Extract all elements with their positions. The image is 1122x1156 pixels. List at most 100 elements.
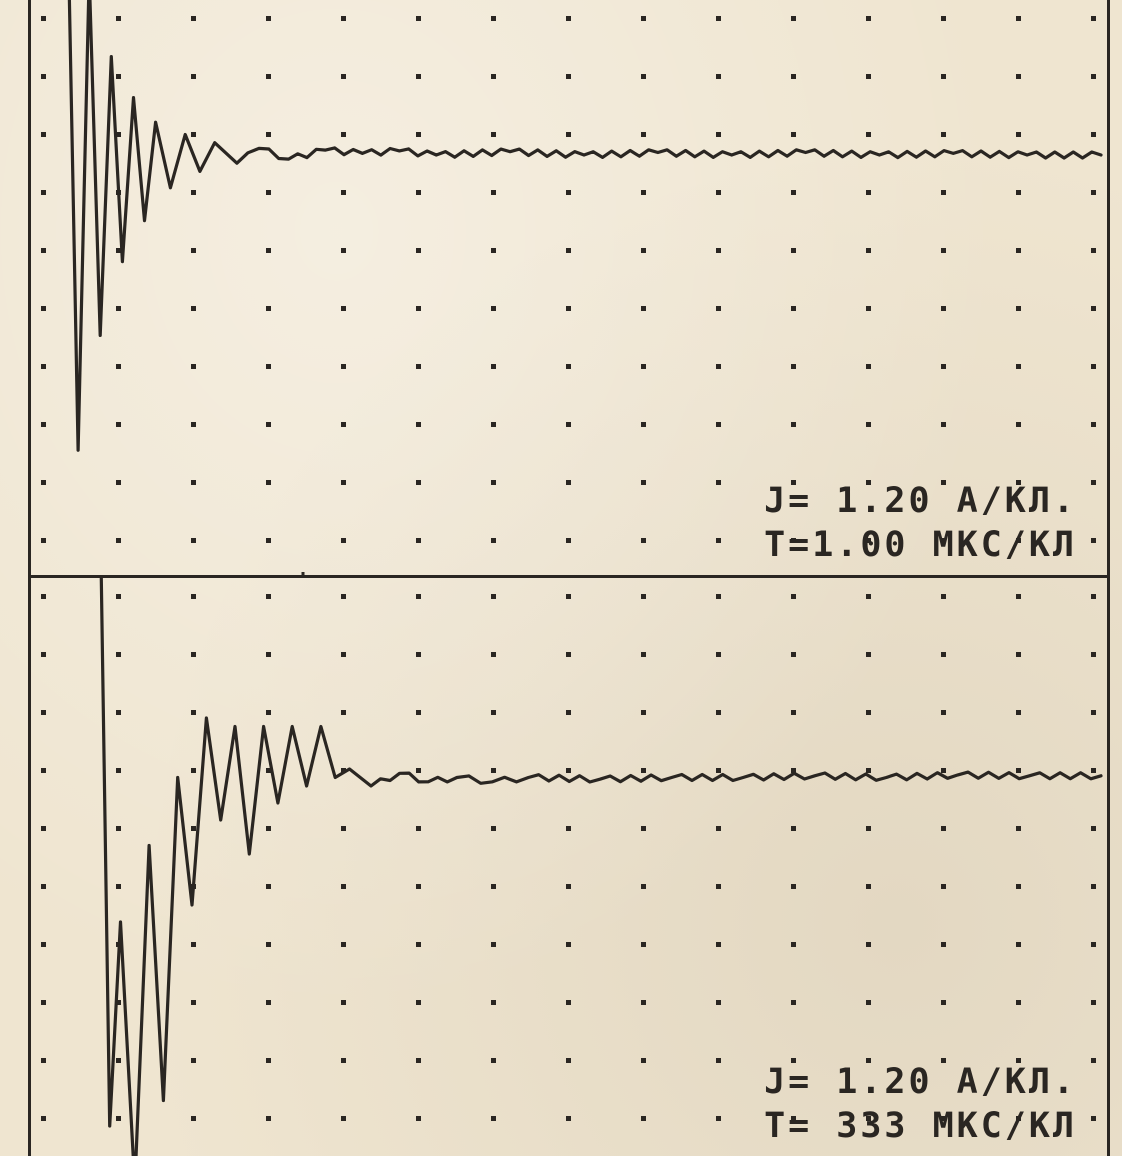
grid-dot [341,132,346,137]
grid-dot [941,826,946,831]
grid-dot [191,538,196,543]
grid-dot [1091,364,1096,369]
grid-dot [1016,1116,1021,1121]
grid-dot [1016,538,1021,543]
grid-dot [416,190,421,195]
grid-dot [116,768,121,773]
grid-dot [566,132,571,137]
grid-dot [641,306,646,311]
grid-dot [341,826,346,831]
grid-dot [491,538,496,543]
grid-dot [266,16,271,21]
oscillogram-panel-top: J= 1.20 А/КЛ. T=1.00 МКС/КЛ [28,0,1110,578]
grid-dot [191,1116,196,1121]
grid-dot [1091,306,1096,311]
grid-dot [341,16,346,21]
grid-dot [716,248,721,253]
grid-dot [1091,594,1096,599]
grid-dot [716,1000,721,1005]
grid-dot [116,652,121,657]
grid-dot [566,422,571,427]
grid-dot [1016,768,1021,773]
grid-dot [266,652,271,657]
grid-dot [566,480,571,485]
grid-dot [266,306,271,311]
grid-dot [866,16,871,21]
grid-dot [491,16,496,21]
grid-dot [1016,1000,1021,1005]
grid-dot [641,16,646,21]
grid-dot [116,826,121,831]
grid-dot [416,248,421,253]
readout-current-bottom: J= 1.20 А/КЛ. [764,1062,1077,1102]
grid-dot [566,16,571,21]
grid-dot [191,74,196,79]
grid-dot [491,364,496,369]
grid-dot [41,768,46,773]
grid-dot [191,422,196,427]
grid-dot [266,826,271,831]
grid-dot [116,1116,121,1121]
grid-dot [566,364,571,369]
grid-dot [341,190,346,195]
grid-dot [716,1116,721,1121]
grid-dot [866,538,871,543]
grid-dot [116,306,121,311]
grid-dot [1016,942,1021,947]
grid-dot [716,710,721,715]
grid-dot [1016,16,1021,21]
grid-dot [491,422,496,427]
grid-dot [1091,710,1096,715]
grid-dot [866,364,871,369]
grid-dot [791,538,796,543]
grid-dot [41,248,46,253]
grid-dot [1091,1058,1096,1063]
grid-dot [791,884,796,889]
grid-dot [791,422,796,427]
grid-dot [641,538,646,543]
grid-dot [566,942,571,947]
grid-dot [266,942,271,947]
grid-dot [791,1116,796,1121]
grid-dot [116,594,121,599]
grid-dot [191,480,196,485]
grid-dot [941,710,946,715]
grid-dot [116,132,121,137]
grid-dot [341,364,346,369]
grid-dot [416,422,421,427]
grid-dot [1091,422,1096,427]
grid-dot [416,594,421,599]
signal-trace-0 [99,578,1103,1156]
grid-dot [416,942,421,947]
grid-dot [341,306,346,311]
grid-dot [866,248,871,253]
grid-dot [341,710,346,715]
grid-dot [566,538,571,543]
grid-dot [1016,826,1021,831]
grid-dot [791,768,796,773]
grid-dot [1016,306,1021,311]
grid-dot [491,594,496,599]
grid-dot [866,132,871,137]
grid-dot [1091,190,1096,195]
grid-dot [941,768,946,773]
grid-dot [866,768,871,773]
grid-dot [941,74,946,79]
grid-dot [41,480,46,485]
grid-dot [341,594,346,599]
grid-dot [866,884,871,889]
grid-dot [491,826,496,831]
grid-dot [191,768,196,773]
grid-dot [416,132,421,137]
grid-dot [191,1058,196,1063]
grid-dot [191,364,196,369]
grid-dot [266,1000,271,1005]
grid-dot [641,652,646,657]
grid-dot [116,364,121,369]
grid-dot [341,1116,346,1121]
grid-dot [266,884,271,889]
readout-time-top: T=1.00 МКС/КЛ [764,525,1077,565]
oscillogram-panel-bottom: J= 1.20 А/КЛ. T= 333 МКС/КЛ [28,575,1110,1156]
grid-dot [191,306,196,311]
